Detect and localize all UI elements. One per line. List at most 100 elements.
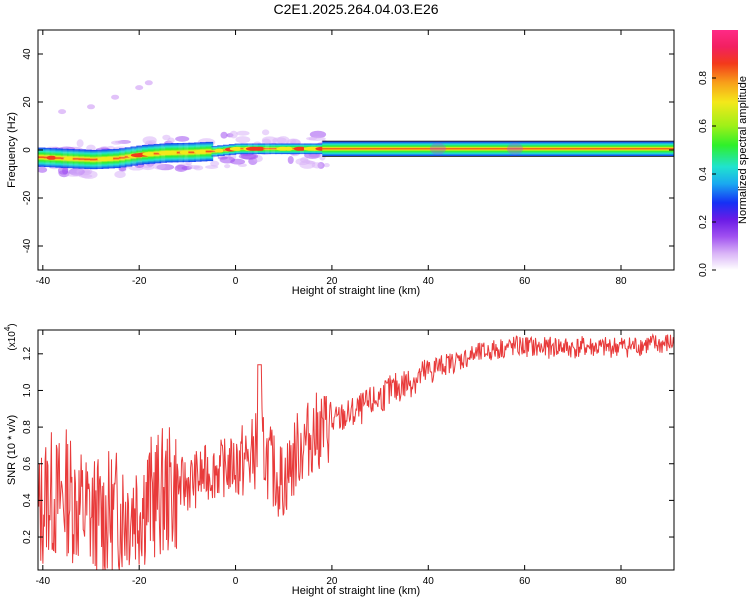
spectrogram-segment xyxy=(84,149,92,169)
colorbar-gradient xyxy=(712,30,738,270)
x-tick-label: 80 xyxy=(615,576,627,587)
snr-line xyxy=(38,333,674,570)
spectrogram-noise-blob xyxy=(224,164,231,169)
spectrogram-segment xyxy=(269,143,277,155)
snr-exponent-power: 4 xyxy=(3,326,12,331)
spectrogram-segment xyxy=(72,149,81,169)
spectrogram-noise-blob xyxy=(309,130,327,139)
snr-frame xyxy=(37,329,675,571)
spectrogram-segment xyxy=(205,141,214,162)
x-tick-label: 40 xyxy=(423,276,435,287)
colorbar-tick-label: 0.8 xyxy=(698,71,709,85)
spectrogram-peak xyxy=(179,150,190,155)
spectrogram-noise-blob xyxy=(142,163,153,169)
spectrogram-noise-blob xyxy=(188,165,200,170)
x-tick-label: 0 xyxy=(233,276,239,287)
spectrogram-bump xyxy=(507,142,523,155)
spectrogram-segment xyxy=(263,143,272,155)
spectrogram-segment xyxy=(90,149,98,170)
spectrogram-band xyxy=(322,141,674,156)
snr-ylabel: SNR (10 * v/v) xyxy=(6,415,18,485)
x-tick-label: -20 xyxy=(132,576,147,587)
spectrogram-peak xyxy=(293,146,307,151)
y-tick-label: 0.8 xyxy=(22,420,33,434)
spectrogram-faint-point xyxy=(87,104,95,110)
spectrogram-noise-blob xyxy=(311,162,323,169)
spectrogram-noise-blob xyxy=(152,162,166,170)
x-tick-label: 40 xyxy=(423,576,435,587)
colorbar-tick-label: 0.0 xyxy=(698,263,709,277)
spectrogram-noise-blob xyxy=(62,167,69,175)
spectrogram-faint-point xyxy=(135,85,144,91)
spectrogram-segment xyxy=(113,148,121,169)
spectrogram-peak xyxy=(284,146,293,151)
snr-exponent-prefix: (x10 xyxy=(7,331,18,351)
spectrogram-peak xyxy=(105,156,114,161)
spectrogram-noise-blob xyxy=(230,158,246,165)
spectrogram-noise-blob xyxy=(287,155,294,165)
spectrogram-noise-blob xyxy=(295,158,310,166)
spectrogram-noise-blob xyxy=(205,165,219,169)
spectrogram-noise-blob xyxy=(238,153,257,160)
x-tick-label: 20 xyxy=(326,276,338,287)
x-tick-label: 0 xyxy=(233,576,239,587)
spectrogram-noise-blob xyxy=(236,130,250,136)
spectrogram-peak xyxy=(63,156,75,161)
spectrogram-segment xyxy=(55,148,63,168)
y-tick-label: 20 xyxy=(22,96,33,108)
spectrogram-xlabel: Height of straight line (km) xyxy=(292,285,420,297)
snr-line-layer xyxy=(38,333,674,570)
spectrogram-segment xyxy=(188,142,196,162)
x-tick-label: 60 xyxy=(519,276,531,287)
colorbar-ticks: 0.0 0.2 0.4 0.6 0.8 xyxy=(698,71,716,277)
colorbar-tick-label: 0.4 xyxy=(698,167,709,181)
colorbar-label: Normalized spectral amplitude xyxy=(737,76,749,224)
spectrogram-noise-blob xyxy=(261,136,278,144)
spectrogram-faint-point xyxy=(58,109,67,115)
y-tick-label: 1.0 xyxy=(22,383,33,397)
y-tick-label: -20 xyxy=(22,190,33,205)
spectrogram-noise-blob xyxy=(261,129,270,136)
spectrogram-noise-blob xyxy=(66,173,82,177)
snr-ticks: -40 -20 0 20 40 60 80 0.2 0.4 0.6 0.8 1.0 1.2 xyxy=(22,330,674,587)
snr-panel: -40 -20 0 20 40 60 80 0.2 0.4 0.6 0.8 1.0 1.2 Height… xyxy=(3,323,675,597)
spectrogram-peak xyxy=(46,155,57,160)
colorbar-tick-label: 0.2 xyxy=(698,215,709,229)
y-tick-label: 0.2 xyxy=(22,530,33,544)
snr-exponent-label: (x104) xyxy=(3,323,18,350)
spectrogram-noise-blob xyxy=(114,170,126,179)
svg-text:(x104): (x104) xyxy=(3,323,18,350)
x-tick-label: 80 xyxy=(615,276,627,287)
spectrogram-peak xyxy=(214,148,224,153)
spectrogram-noise-blob xyxy=(76,168,93,176)
figure-title: C2E1.2025.264.04.03.E26 xyxy=(273,1,438,17)
x-tick-label: -40 xyxy=(36,276,51,287)
spectrogram-noise-blob xyxy=(76,139,84,148)
spectrogram-peak xyxy=(229,146,244,151)
spectrogram-noise-blob xyxy=(38,166,48,173)
spectrogram-noise-blob xyxy=(174,164,188,172)
spectrogram-faint-point xyxy=(111,94,120,100)
x-tick-label: 20 xyxy=(326,576,338,587)
x-tick-label: -40 xyxy=(36,576,51,587)
y-tick-label: -40 xyxy=(22,238,33,253)
spectrogram-segment xyxy=(78,149,86,169)
spectrogram-noise-blob xyxy=(323,162,330,168)
y-tick-label: 0 xyxy=(22,147,33,153)
y-tick-label: 1.2 xyxy=(22,346,33,360)
y-tick-label: 40 xyxy=(22,48,33,60)
spectrogram-bump xyxy=(429,142,446,155)
spectrogram-ylabel: Frequency (Hz) xyxy=(6,112,18,188)
spectrogram-peak xyxy=(254,146,266,151)
spectrogram-ticks: -40 -20 0 20 40 60 80 -40 -20 0 20 40 xyxy=(22,30,674,287)
spectrogram-panel: -40 -20 0 20 40 60 80 -40 -20 0 20 40 Height of str… xyxy=(6,29,675,297)
spectrogram-noise-blob xyxy=(167,137,175,144)
spectrogram-segment xyxy=(118,148,127,168)
spectrogram-segment xyxy=(153,144,162,164)
spectrogram-noise-blob xyxy=(229,130,238,139)
spectrogram-noise-blob xyxy=(78,174,93,178)
spectrogram-noise-blob xyxy=(110,140,123,145)
spectrogram-noise-blob xyxy=(220,131,228,139)
y-tick-label: 0.6 xyxy=(22,456,33,470)
